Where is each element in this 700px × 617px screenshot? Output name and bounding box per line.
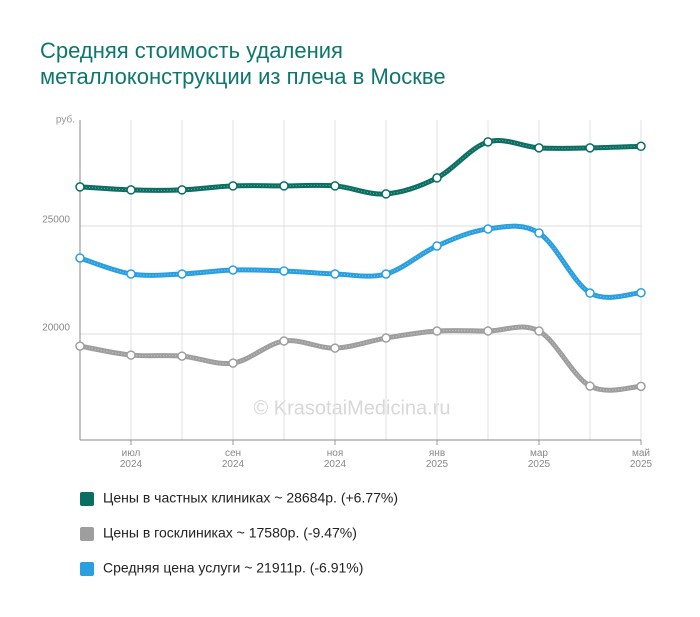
data-point: [279, 181, 289, 191]
x-tick-label: янв 2025: [426, 448, 449, 470]
data-point: [636, 141, 646, 152]
data-point: [483, 137, 493, 147]
legend-label: Цены в частных клиниках ~ 28684р. (+6.77…: [103, 490, 398, 506]
data-point: [381, 333, 391, 343]
data-point: [75, 341, 85, 351]
data-point: [432, 241, 442, 251]
data-point: [534, 143, 544, 153]
legend-label: Средняя цена услуги ~ 21911р. (-6.91%): [103, 560, 363, 576]
data-point: [381, 189, 391, 199]
legend-swatch: [80, 492, 94, 506]
data-point: [279, 266, 289, 276]
series-line: [77, 138, 644, 197]
data-point: [432, 173, 442, 183]
data-point: [585, 143, 595, 153]
x-tick-label: мар 2025: [528, 448, 551, 470]
data-point: [483, 224, 493, 234]
series-line: [77, 223, 644, 300]
data-point: [279, 336, 289, 346]
chart-title: Средняя стоимость удаления металлоконстру…: [40, 38, 446, 89]
y-tick-label: 25000: [42, 215, 70, 226]
data-point: [75, 182, 85, 192]
data-point: [228, 358, 238, 368]
data-point: [585, 288, 595, 298]
data-point: [228, 181, 238, 191]
data-point: [126, 185, 136, 195]
legend-label: Цены в госклиниках ~ 17580р. (-9.47%): [103, 525, 357, 541]
data-point: [432, 326, 442, 336]
data-point: [330, 269, 340, 279]
data-point: [381, 269, 391, 279]
x-tick-label: ноя 2024: [324, 448, 347, 470]
data-point: [75, 253, 85, 263]
data-point: [330, 181, 340, 191]
x-tick-label: июл 2024: [120, 448, 143, 470]
y-tick-label: 20000: [42, 323, 70, 334]
data-point: [636, 381, 646, 392]
series-line-highlight: [79, 225, 642, 298]
x-tick-label: май 2025: [630, 448, 653, 470]
y-axis-label: руб.: [56, 114, 75, 126]
data-point: [126, 350, 136, 360]
watermark: © KrasotaiMedicina.ru: [253, 397, 450, 419]
data-point: [228, 265, 238, 275]
data-point: [483, 326, 493, 336]
x-tick-label: сен 2024: [222, 448, 245, 470]
data-point: [330, 343, 340, 353]
data-point: [585, 381, 595, 391]
legend-swatch: [80, 562, 94, 576]
series-line-highlight: [79, 326, 642, 391]
data-point: [177, 269, 187, 279]
series-line: [77, 324, 644, 393]
data-point: [636, 287, 646, 298]
data-point: [126, 269, 136, 279]
legend-swatch: [80, 527, 94, 541]
data-point: [534, 326, 544, 336]
data-point: [534, 228, 544, 238]
data-point: [177, 351, 187, 361]
data-point: [177, 185, 187, 195]
